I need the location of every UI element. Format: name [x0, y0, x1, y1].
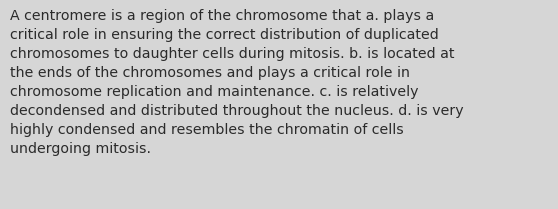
- Text: A centromere is a region of the chromosome that a. plays a
critical role in ensu: A centromere is a region of the chromoso…: [10, 9, 464, 156]
